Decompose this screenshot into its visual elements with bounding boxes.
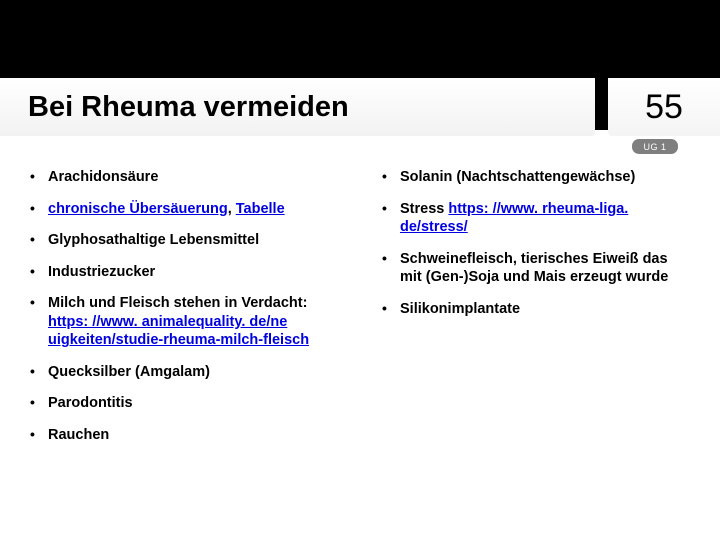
list-item: Parodontitis — [30, 394, 338, 413]
link[interactable]: chronische Übersäuerung — [48, 201, 228, 217]
text: Parodontitis — [48, 395, 133, 411]
text: Silikonimplantate — [400, 301, 520, 317]
list-item: chronische Übersäuerung, Tabelle — [30, 200, 338, 219]
left-column: Arachidonsäure chronische Übersäuerung, T… — [0, 168, 352, 457]
list-item: Milch und Fleisch stehen in Verdacht: ht… — [30, 294, 338, 350]
text: Stress — [400, 201, 448, 217]
right-column: Solanin (Nachtschattengewächse) Stress ht… — [352, 168, 700, 457]
text: Rauchen — [48, 427, 109, 443]
link[interactable]: https: //www. animalequality. de/ne uigk… — [48, 314, 309, 349]
list-item: Quecksilber (Amgalam) — [30, 363, 338, 382]
list-item: Silikonimplantate — [382, 300, 686, 319]
list-item: Schweinefleisch, tierisches Eiweiß das m… — [382, 250, 686, 287]
list-item: Stress https: //www. rheuma-liga. de/str… — [382, 200, 686, 237]
status-badge: UG 1 — [632, 139, 678, 154]
text: Industriezucker — [48, 264, 155, 280]
page-number: 55 — [608, 78, 720, 136]
list-item: Solanin (Nachtschattengewächse) — [382, 168, 686, 187]
text: Quecksilber (Amgalam) — [48, 364, 210, 380]
text: Solanin (Nachtschattengewächse) — [400, 169, 635, 185]
list-item: Industriezucker — [30, 263, 338, 282]
page-title: Bei Rheuma vermeiden — [0, 78, 595, 136]
slide: Bei Rheuma vermeiden 55 UG 1 Arachidonsä… — [0, 0, 720, 540]
list-item: Glyphosathaltige Lebensmittel — [30, 231, 338, 250]
list-item: Arachidonsäure — [30, 168, 338, 187]
link[interactable]: Tabelle — [236, 201, 285, 217]
list-item: Rauchen — [30, 426, 338, 445]
text: Arachidonsäure — [48, 169, 158, 185]
text: Milch und Fleisch stehen in Verdacht: — [48, 295, 307, 311]
left-bullet-list: Arachidonsäure chronische Übersäuerung, T… — [30, 168, 338, 444]
text: , — [228, 201, 236, 217]
text: Glyphosathaltige Lebensmittel — [48, 232, 259, 248]
text: Schweinefleisch, tierisches Eiweiß das m… — [400, 251, 668, 286]
right-bullet-list: Solanin (Nachtschattengewächse) Stress ht… — [382, 168, 686, 318]
content-area: Arachidonsäure chronische Übersäuerung, T… — [0, 168, 720, 457]
